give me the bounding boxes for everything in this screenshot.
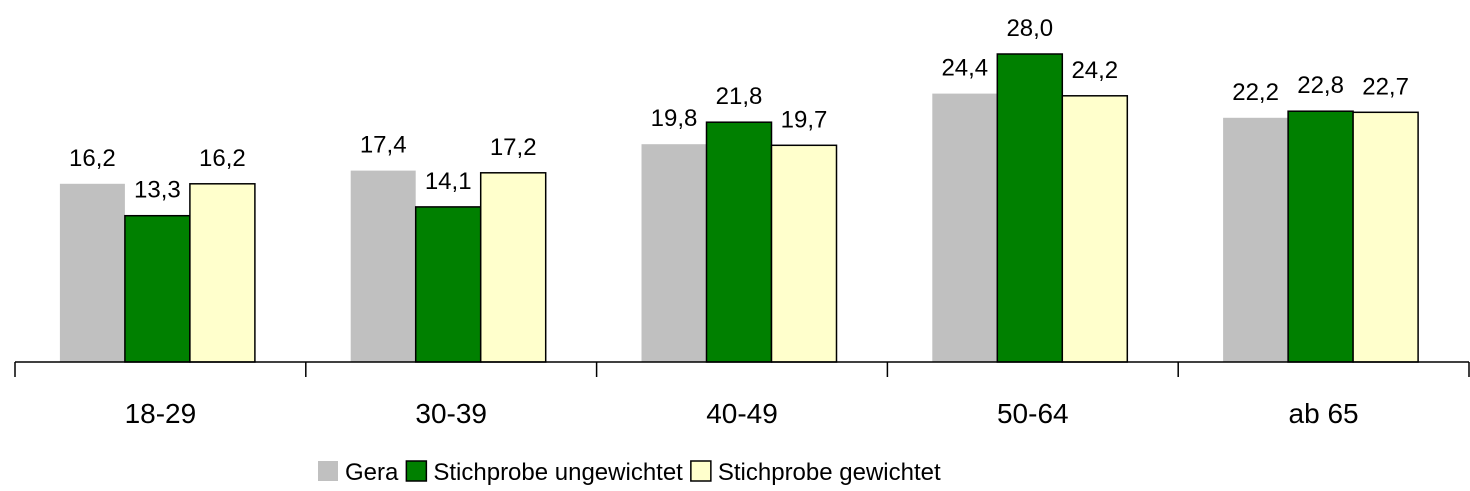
value-label: 16,2 xyxy=(69,145,116,172)
x-tick-label: 50-64 xyxy=(997,398,1069,429)
value-label: 17,2 xyxy=(490,134,537,161)
legend-label: Stichprobe ungewichtet xyxy=(433,459,683,486)
value-label: 28,0 xyxy=(1006,15,1053,42)
bar xyxy=(59,183,125,362)
value-label: 17,4 xyxy=(360,132,407,159)
bar xyxy=(350,170,416,362)
legend-swatch xyxy=(690,460,712,482)
bar xyxy=(479,172,547,363)
x-tick-label: 40-49 xyxy=(706,398,778,429)
bar xyxy=(1287,110,1354,363)
bar xyxy=(705,121,773,363)
bar xyxy=(1223,117,1289,362)
bar xyxy=(1352,111,1419,363)
bar xyxy=(1061,95,1129,363)
value-label: 22,2 xyxy=(1232,79,1279,106)
bar xyxy=(414,206,482,363)
x-tick-label: 30-39 xyxy=(415,398,487,429)
bar xyxy=(770,144,838,363)
bar xyxy=(124,214,191,363)
value-label: 14,1 xyxy=(425,168,472,195)
bar xyxy=(932,93,998,362)
legend-swatch xyxy=(405,460,428,482)
legend-label: Gera xyxy=(345,459,399,486)
value-label: 24,2 xyxy=(1071,57,1118,84)
value-label: 19,7 xyxy=(781,106,828,133)
value-label: 13,3 xyxy=(134,177,181,204)
bar xyxy=(189,183,256,363)
value-label: 16,2 xyxy=(199,145,246,172)
legend-label: Stichprobe gewichtet xyxy=(718,459,941,486)
value-label: 22,8 xyxy=(1297,72,1344,99)
x-tick-label: ab 65 xyxy=(1289,398,1359,429)
bar xyxy=(996,53,1064,363)
bar xyxy=(641,144,707,362)
legend-swatch xyxy=(318,461,338,481)
value-label: 21,8 xyxy=(716,83,763,110)
x-tick-label: 18-29 xyxy=(125,398,197,429)
value-label: 22,7 xyxy=(1362,73,1409,100)
value-label: 19,8 xyxy=(651,105,698,132)
value-label: 24,4 xyxy=(941,55,988,82)
